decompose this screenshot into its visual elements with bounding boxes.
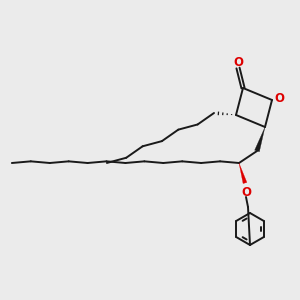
Text: O: O [241,185,251,199]
Polygon shape [255,127,265,152]
Text: O: O [233,56,243,70]
Polygon shape [239,163,247,184]
Text: O: O [274,92,284,106]
